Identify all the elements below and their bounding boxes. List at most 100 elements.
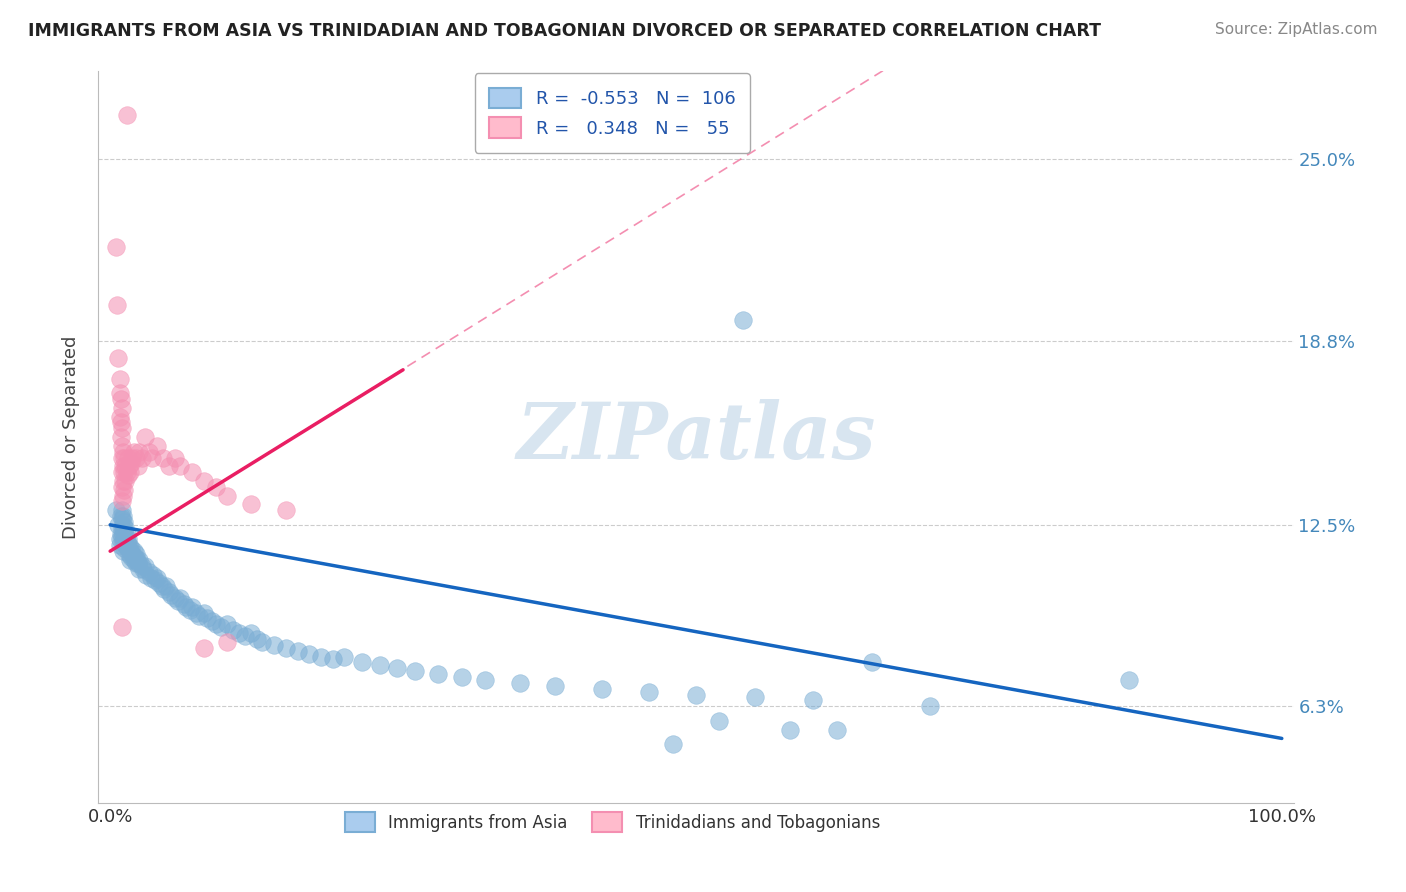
Point (112, 517, 135, 532)
Point (860, 656, 883, 670)
Point (111, 521, 134, 535)
Point (112, 450, 135, 465)
Point (252, 635, 274, 649)
Point (309, 649, 332, 664)
Legend: Immigrants from Asia, Trinidadians and Tobagonians: Immigrants from Asia, Trinidadians and T… (337, 805, 887, 838)
Point (211, 620, 233, 634)
Point (385, 661, 409, 675)
Point (160, 588, 183, 602)
Point (167, 594, 190, 608)
Point (108, 409, 131, 424)
Point (544, 679, 567, 693)
Point (217, 635, 239, 649)
Point (120, 553, 141, 567)
Point (287, 643, 309, 657)
Point (115, 535, 138, 549)
Point (591, 681, 613, 696)
Point (117, 541, 139, 556)
Point (142, 567, 165, 582)
Point (108, 538, 131, 552)
Point (111, 480, 134, 494)
Text: Source: ZipAtlas.com: Source: ZipAtlas.com (1215, 22, 1378, 37)
Point (112, 524, 135, 538)
Point (263, 638, 285, 652)
Point (124, 549, 146, 564)
Point (201, 615, 224, 629)
Point (920, 699, 942, 714)
Point (141, 570, 163, 584)
Point (118, 459, 141, 474)
Point (110, 509, 132, 524)
Point (114, 474, 136, 488)
Point (121, 450, 143, 465)
Point (110, 526, 132, 541)
Point (112, 483, 135, 497)
Point (333, 649, 356, 664)
Point (112, 533, 135, 547)
Point (115, 526, 138, 541)
Point (111, 494, 134, 508)
Point (246, 632, 269, 646)
Point (117, 450, 139, 465)
Point (298, 647, 321, 661)
Point (638, 684, 661, 698)
Point (110, 416, 132, 430)
Point (107, 351, 129, 365)
Point (111, 530, 134, 544)
Point (105, 240, 128, 254)
Point (233, 629, 256, 643)
Point (111, 620, 134, 634)
Point (120, 465, 141, 479)
Point (127, 556, 149, 570)
Point (825, 723, 848, 737)
Point (157, 459, 180, 474)
Point (114, 459, 136, 474)
Point (173, 597, 195, 611)
Point (181, 465, 204, 479)
Point (125, 556, 148, 570)
Point (128, 562, 150, 576)
Point (217, 489, 239, 503)
Point (174, 599, 197, 614)
Point (169, 459, 191, 474)
Point (141, 450, 163, 465)
Point (115, 465, 138, 479)
Point (115, 108, 138, 122)
Point (112, 459, 135, 474)
Point (744, 690, 766, 705)
Point (188, 608, 211, 623)
Point (134, 558, 156, 573)
Point (222, 623, 245, 637)
Point (131, 558, 153, 573)
Point (181, 599, 204, 614)
Point (120, 549, 142, 564)
Point (450, 670, 472, 684)
Point (150, 579, 173, 593)
Point (117, 468, 139, 483)
Point (114, 538, 136, 552)
Point (204, 480, 226, 494)
Point (169, 591, 191, 605)
Point (120, 541, 142, 556)
Point (731, 313, 754, 327)
Text: ZIPatlas: ZIPatlas (516, 399, 876, 475)
Point (127, 553, 149, 567)
Point (239, 497, 262, 511)
Point (111, 450, 134, 465)
Point (239, 626, 262, 640)
Point (112, 544, 135, 558)
Point (118, 547, 141, 561)
Point (110, 392, 132, 406)
Point (163, 591, 186, 605)
Point (179, 603, 201, 617)
Point (193, 640, 215, 655)
Point (509, 676, 531, 690)
Point (111, 512, 134, 526)
Point (125, 450, 148, 465)
Point (110, 430, 132, 444)
Point (122, 544, 145, 558)
Point (112, 509, 135, 524)
Point (155, 579, 177, 593)
Point (128, 444, 150, 458)
Point (111, 401, 134, 415)
